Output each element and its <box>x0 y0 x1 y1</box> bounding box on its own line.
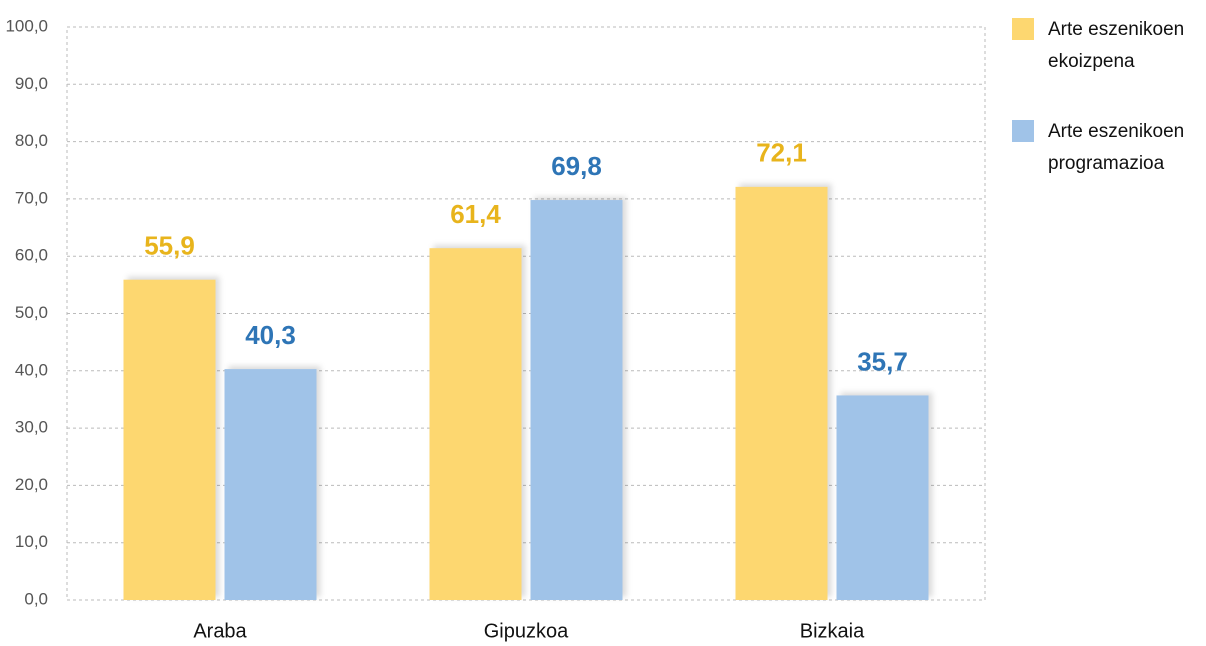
y-tick-label: 10,0 <box>15 532 48 551</box>
value-label: 35,7 <box>857 346 908 376</box>
value-label: 72,1 <box>756 138 807 168</box>
y-tick-label: 40,0 <box>15 360 48 379</box>
bar <box>735 186 828 600</box>
x-tick-label: Gipuzkoa <box>484 620 569 642</box>
value-label: 61,4 <box>450 199 501 229</box>
bar <box>123 279 216 600</box>
legend-label: Arte eszenikoen ekoizpena <box>1048 19 1190 72</box>
bar <box>836 395 929 600</box>
x-tick-label: Bizkaia <box>800 620 865 642</box>
legend-swatch <box>1012 18 1034 40</box>
y-tick-label: 90,0 <box>15 74 48 93</box>
legend-swatch <box>1012 120 1034 142</box>
y-tick-label: 70,0 <box>15 188 48 207</box>
legend-label: Arte eszenikoen programazioa <box>1048 121 1190 174</box>
y-tick-label: 60,0 <box>15 246 48 265</box>
y-tick-label: 50,0 <box>15 303 48 322</box>
y-tick-label: 0,0 <box>24 589 48 608</box>
bar <box>530 200 623 600</box>
y-tick-label: 30,0 <box>15 418 48 437</box>
y-tick-label: 80,0 <box>15 131 48 150</box>
bar <box>224 369 317 600</box>
y-tick-label: 100,0 <box>5 16 48 35</box>
value-label: 55,9 <box>144 231 195 261</box>
value-label: 69,8 <box>551 151 602 181</box>
y-tick-label: 20,0 <box>15 475 48 494</box>
value-label: 40,3 <box>245 320 296 350</box>
bar <box>429 248 522 601</box>
x-tick-label: Araba <box>193 620 247 642</box>
